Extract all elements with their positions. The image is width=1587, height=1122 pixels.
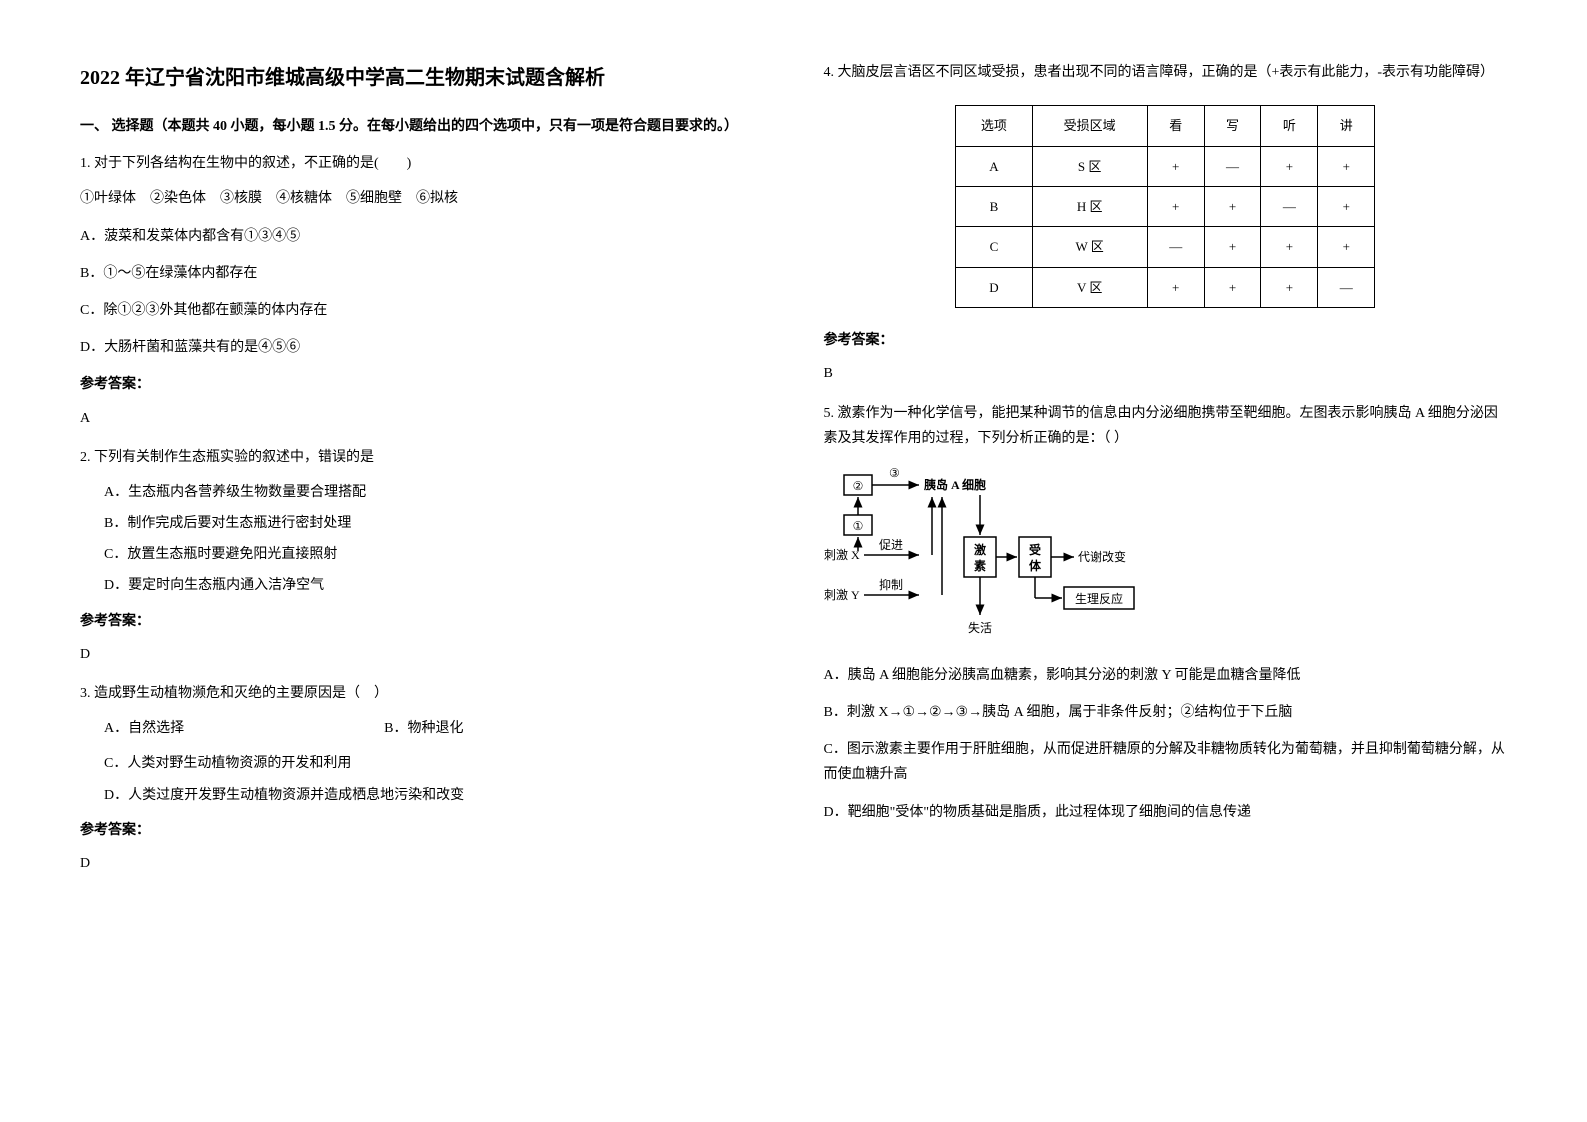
cell: + bbox=[1204, 227, 1261, 267]
q3-answer-label: 参考答案： bbox=[80, 818, 764, 843]
q3-optC: C．人类对野生动植物资源的开发和利用 bbox=[104, 751, 764, 776]
section-header: 一、 选择题（本题共 40 小题，每小题 1.5 分。在每小题给出的四个选项中，… bbox=[80, 114, 764, 139]
table-row: B H 区 + + — + bbox=[956, 186, 1375, 226]
label-inhibit: 抑制 bbox=[879, 577, 903, 592]
cell: + bbox=[1261, 227, 1318, 267]
q1-optB: B．①～⑤在绿藻体内都存在 bbox=[80, 261, 764, 286]
q2-optA: A．生态瓶内各营养级生物数量要合理搭配 bbox=[104, 480, 764, 505]
table-header-row: 选项 受损区域 看 写 听 讲 bbox=[956, 106, 1375, 146]
cell: + bbox=[1204, 186, 1261, 226]
q4-stem: 4. 大脑皮层言语区不同区域受损，患者出现不同的语言障碍，正确的是（+表示有此能… bbox=[824, 60, 1508, 85]
q1-optD: D．大肠杆菌和蓝藻共有的是④⑤⑥ bbox=[80, 335, 764, 360]
label-metabolic: 代谢改变 bbox=[1078, 549, 1126, 564]
cell: — bbox=[1318, 267, 1375, 307]
label-receptor-1: 受 bbox=[1028, 542, 1040, 557]
question-1: 1. 对于下列各结构在生物中的叙述，不正确的是( ) ①叶绿体 ②染色体 ③核膜… bbox=[80, 151, 764, 431]
cell: + bbox=[1318, 186, 1375, 226]
label-physio: 生理反应 bbox=[1074, 591, 1122, 606]
cell: — bbox=[1147, 227, 1204, 267]
th-speak: 讲 bbox=[1318, 106, 1375, 146]
label-receptor-2: 体 bbox=[1028, 558, 1041, 573]
label-stimY: 刺激 Y bbox=[824, 588, 860, 602]
q2-optB: B．制作完成后要对生态瓶进行密封处理 bbox=[104, 511, 764, 536]
th-write: 写 bbox=[1204, 106, 1261, 146]
cell: — bbox=[1204, 146, 1261, 186]
cell: + bbox=[1147, 267, 1204, 307]
cell: + bbox=[1147, 146, 1204, 186]
cell: + bbox=[1261, 146, 1318, 186]
question-3: 3. 造成野生动植物濒危和灭绝的主要原因是（ ） A．自然选择 B．物种退化 C… bbox=[80, 681, 764, 876]
cell: H 区 bbox=[1032, 186, 1147, 226]
label-inactive: 失活 bbox=[968, 620, 992, 635]
label-circ1: ① bbox=[852, 519, 863, 533]
question-5: 5. 激素作为一种化学信号，能把某种调节的信息由内分泌细胞携带至靶细胞。左图表示… bbox=[824, 401, 1508, 825]
th-option: 选项 bbox=[956, 106, 1032, 146]
question-4: 4. 大脑皮层言语区不同区域受损，患者出现不同的语言障碍，正确的是（+表示有此能… bbox=[824, 60, 1508, 387]
cell: W 区 bbox=[1032, 227, 1147, 267]
q1-items: ①叶绿体 ②染色体 ③核膜 ④核糖体 ⑤细胞壁 ⑥拟核 bbox=[80, 186, 764, 211]
q5-optB: B．刺激 X→①→②→③→胰岛 A 细胞，属于非条件反射；②结构位于下丘脑 bbox=[824, 700, 1508, 725]
q5-optA: A．胰岛 A 细胞能分泌胰高血糖素，影响其分泌的刺激 Y 可能是血糖含量降低 bbox=[824, 663, 1508, 688]
label-hormone-1: 激 bbox=[973, 542, 985, 557]
q1-answer: A bbox=[80, 406, 764, 431]
question-2: 2. 下列有关制作生态瓶实验的叙述中，错误的是 A．生态瓶内各营养级生物数量要合… bbox=[80, 445, 764, 667]
q5-optD: D．靶细胞"受体"的物质基础是脂质，此过程体现了细胞间的信息传递 bbox=[824, 800, 1508, 825]
cell: — bbox=[1261, 186, 1318, 226]
cell: V 区 bbox=[1032, 267, 1147, 307]
q5-optC: C．图示激素主要作用于肝脏细胞，从而促进肝糖原的分解及非糖物质转化为葡萄糖，并且… bbox=[824, 737, 1508, 787]
cell: C bbox=[956, 227, 1032, 267]
q2-optC: C．放置生态瓶时要避免阳光直接照射 bbox=[104, 542, 764, 567]
label-circ2: ② bbox=[852, 479, 863, 493]
q2-stem: 2. 下列有关制作生态瓶实验的叙述中，错误的是 bbox=[80, 445, 764, 470]
cell: D bbox=[956, 267, 1032, 307]
q2-answer: D bbox=[80, 642, 764, 667]
q3-answer: D bbox=[80, 851, 764, 876]
q3-optB: B．物种退化 bbox=[384, 716, 463, 741]
label-cell: 胰岛 A 细胞 bbox=[924, 477, 986, 492]
th-hear: 听 bbox=[1261, 106, 1318, 146]
q3-optD: D．人类过度开发野生动植物资源并造成栖息地污染和改变 bbox=[104, 783, 764, 808]
table-row: D V 区 + + + — bbox=[956, 267, 1375, 307]
label-promote: 促进 bbox=[879, 538, 903, 552]
q1-optA: A．菠菜和发菜体内都含有①③④⑤ bbox=[80, 224, 764, 249]
q2-answer-label: 参考答案： bbox=[80, 609, 764, 634]
cell: + bbox=[1204, 267, 1261, 307]
th-region: 受损区域 bbox=[1032, 106, 1147, 146]
q1-answer-label: 参考答案： bbox=[80, 372, 764, 397]
cell: A bbox=[956, 146, 1032, 186]
q2-optD: D．要定时向生态瓶内通入洁净空气 bbox=[104, 573, 764, 598]
label-stimX: 刺激 X bbox=[824, 548, 860, 562]
q4-answer: B bbox=[824, 361, 1508, 386]
cell: + bbox=[1318, 146, 1375, 186]
label-hormone-2: 素 bbox=[973, 558, 985, 573]
th-see: 看 bbox=[1147, 106, 1204, 146]
q1-stem: 1. 对于下列各结构在生物中的叙述，不正确的是( ) bbox=[80, 151, 764, 176]
cell: + bbox=[1147, 186, 1204, 226]
q3-inline-row: A．自然选择 B．物种退化 bbox=[104, 716, 764, 741]
page-title: 2022 年辽宁省沈阳市维城高级中学高二生物期末试题含解析 bbox=[80, 60, 764, 96]
q3-optA: A．自然选择 bbox=[104, 716, 184, 741]
q4-table: 选项 受损区域 看 写 听 讲 A S 区 + — + + bbox=[955, 105, 1375, 308]
q4-answer-label: 参考答案： bbox=[824, 328, 1508, 353]
table-row: C W 区 — + + + bbox=[956, 227, 1375, 267]
q1-optC: C．除①②③外其他都在颤藻的体内存在 bbox=[80, 298, 764, 323]
table-row: A S 区 + — + + bbox=[956, 146, 1375, 186]
right-column: 4. 大脑皮层言语区不同区域受损，患者出现不同的语言障碍，正确的是（+表示有此能… bbox=[824, 60, 1508, 1062]
q5-diagram: ② ③ 胰岛 A 细胞 ① 刺激 X 促进 刺激 Y bbox=[824, 467, 1164, 647]
label-circ3: ③ bbox=[889, 467, 900, 480]
q5-stem: 5. 激素作为一种化学信号，能把某种调节的信息由内分泌细胞携带至靶细胞。左图表示… bbox=[824, 401, 1508, 451]
q3-stem: 3. 造成野生动植物濒危和灭绝的主要原因是（ ） bbox=[80, 681, 764, 706]
cell: S 区 bbox=[1032, 146, 1147, 186]
cell: + bbox=[1318, 227, 1375, 267]
cell: B bbox=[956, 186, 1032, 226]
left-column: 2022 年辽宁省沈阳市维城高级中学高二生物期末试题含解析 一、 选择题（本题共… bbox=[80, 60, 764, 1062]
cell: + bbox=[1261, 267, 1318, 307]
diagram-svg: ② ③ 胰岛 A 细胞 ① 刺激 X 促进 刺激 Y bbox=[824, 467, 1164, 647]
